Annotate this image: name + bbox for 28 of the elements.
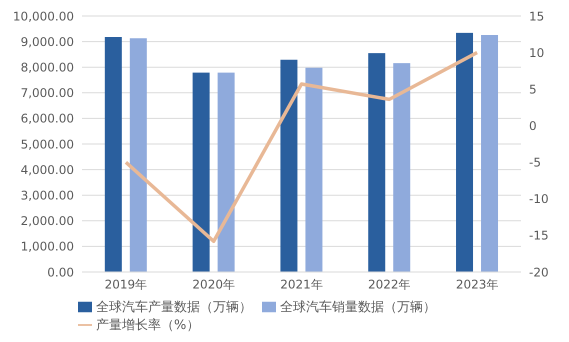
y-tick-label: 0.00: [47, 265, 74, 280]
y-tick-label: 6,000.00: [20, 112, 74, 126]
x-tick-label: 2021年: [280, 278, 323, 292]
legend-label: 全球汽车产量数据（万辆）: [96, 300, 252, 315]
y-tick-label: 4,000.00: [20, 162, 74, 177]
y2-tick-label: 0: [529, 118, 537, 133]
y-tick-label: 3,000.00: [20, 188, 74, 202]
y2-tick-label: -15: [529, 228, 549, 243]
y-tick-label: 10,000.00: [12, 9, 74, 24]
y-tick-label: 7,000.00: [20, 86, 74, 100]
legend-label: 产量增长率（%）: [96, 318, 200, 333]
y2-tick-label: 15: [529, 9, 544, 24]
y-tick-label: 5,000.00: [20, 137, 74, 152]
y-tick-label: 9,000.00: [20, 34, 74, 49]
x-tick-label: 2023年: [456, 278, 498, 292]
x-tick-label: 2022年: [368, 278, 411, 292]
legend-label: 全球汽车销量数据（万辆）: [280, 300, 436, 315]
y-tick-label: 1,000.00: [20, 240, 74, 254]
y2-tick-label: 5: [529, 82, 537, 96]
y2-tick-label: 10: [529, 46, 544, 60]
x-tick-label: 2020年: [192, 278, 235, 292]
x-tick-label: 2019年: [104, 278, 148, 292]
y-tick-label: 2,000.00: [20, 214, 74, 228]
line-series: [124, 50, 479, 244]
y2-tick-label: -10: [529, 192, 549, 206]
y2-tick-label: -20: [529, 265, 549, 280]
y-tick-label: 8,000.00: [20, 60, 74, 74]
y2-tick-label: -5: [529, 156, 541, 170]
